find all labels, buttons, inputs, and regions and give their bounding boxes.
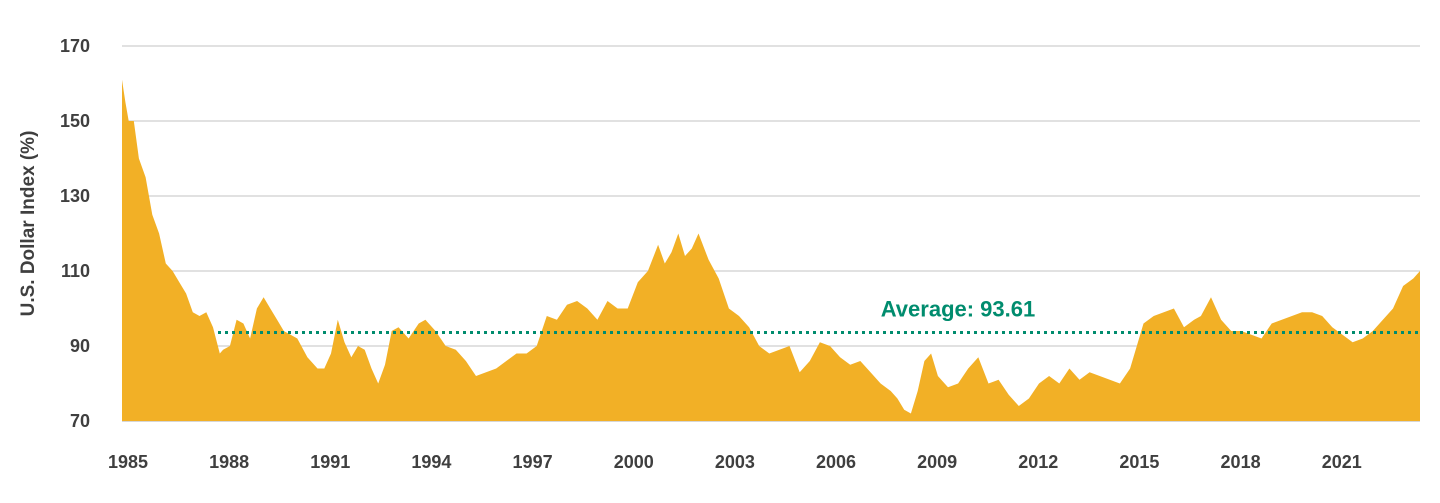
x-tick-label: 2012 (1018, 452, 1058, 472)
y-tick-label: 170 (60, 36, 90, 56)
y-tick-label: 130 (60, 186, 90, 206)
x-tick-label: 1988 (209, 452, 249, 472)
x-tick-label: 2015 (1119, 452, 1159, 472)
y-tick-label: 150 (60, 111, 90, 131)
x-tick-label: 1991 (310, 452, 350, 472)
y-tick-label: 110 (61, 261, 90, 281)
x-tick-label: 2018 (1221, 452, 1261, 472)
x-tick-label: 2021 (1322, 452, 1362, 472)
dollar-index-area (122, 79, 1420, 422)
y-tick-label: 70 (70, 411, 90, 431)
average-label: Average: 93.61 (881, 296, 1036, 321)
x-axis-ticks: 1985 1988 1991 1994 1997 2000 2003 2006 2009 2012… (108, 452, 1362, 472)
x-tick-label: 2006 (816, 452, 856, 472)
x-tick-label: 2009 (917, 452, 957, 472)
x-tick-label: 2000 (614, 452, 654, 472)
x-tick-label: 1997 (513, 452, 553, 472)
x-tick-label: 1994 (411, 452, 451, 472)
x-tick-label: 1985 (108, 452, 148, 472)
x-tick-label: 2003 (715, 452, 755, 472)
y-axis-ticks: 70 90 110 130 150 170 (60, 36, 90, 431)
y-axis-label: U.S. Dollar Index (%) (18, 131, 39, 317)
y-tick-label: 90 (70, 336, 90, 356)
